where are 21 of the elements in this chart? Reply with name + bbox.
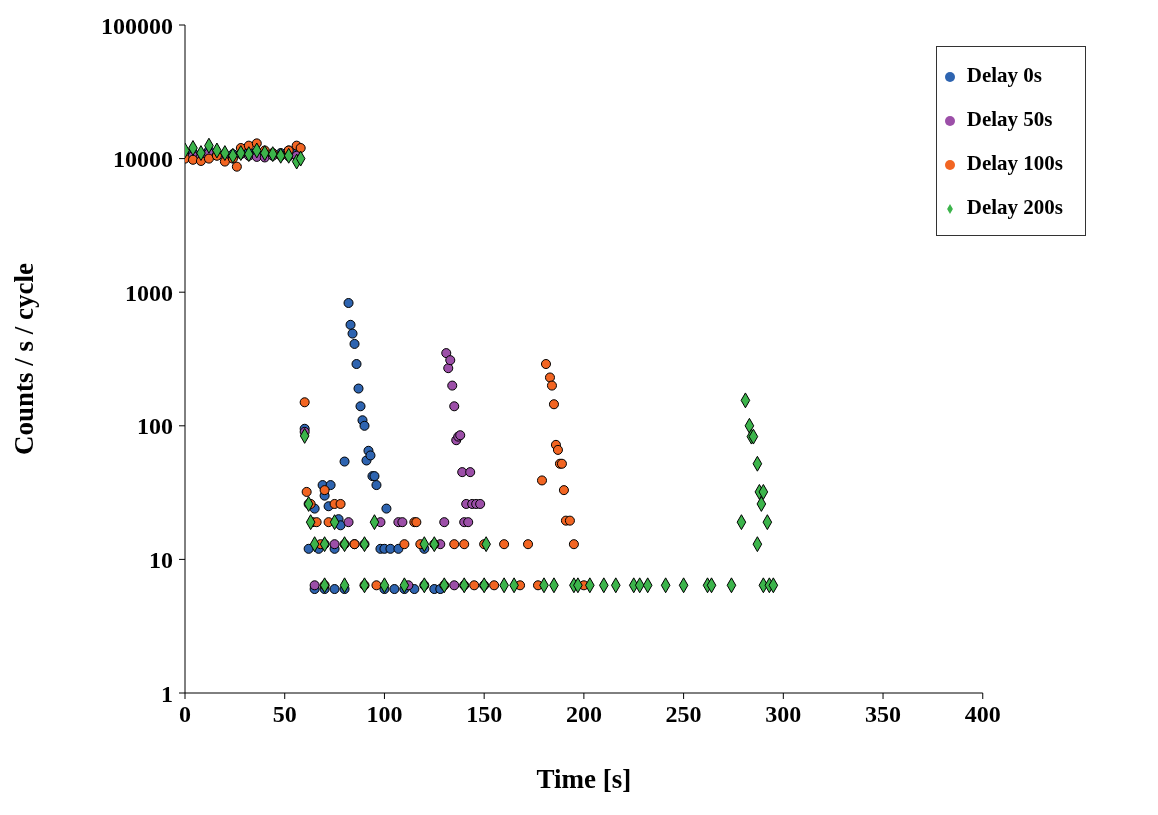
x-tick-label: 50 <box>272 701 297 728</box>
x-axis-title: Time [s] <box>536 764 632 794</box>
y-tick-label: 100 <box>137 413 173 440</box>
x-tick-label: 400 <box>964 701 1001 728</box>
legend-label: Delay 200s <box>966 195 1063 219</box>
legend-label: Delay 100s <box>966 151 1063 175</box>
x-tick-label: 0 <box>179 701 191 728</box>
x-tick-label: 300 <box>765 701 802 728</box>
legend-label: Delay 50s <box>966 107 1053 131</box>
y-tick-label: 10 <box>149 546 173 573</box>
x-tick-label: 250 <box>665 701 702 728</box>
x-tick-label: 150 <box>466 701 503 728</box>
y-axis-title: Counts / s / cycle <box>8 262 39 455</box>
x-tick-label: 200 <box>565 701 602 728</box>
legend-label: Delay 0s <box>966 63 1042 87</box>
y-tick-label: 100000 <box>101 12 173 39</box>
y-tick-label: 1 <box>161 680 173 707</box>
y-tick-label: 1000 <box>125 279 173 306</box>
x-tick-label: 100 <box>366 701 403 728</box>
x-tick-label: 350 <box>865 701 902 728</box>
y-tick-label: 10000 <box>113 146 173 173</box>
